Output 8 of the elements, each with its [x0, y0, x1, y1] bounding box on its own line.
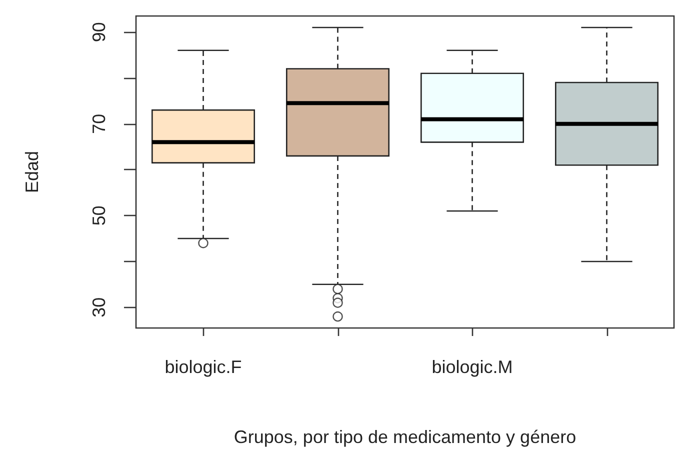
y-tick-label: 30: [89, 297, 109, 318]
x-tick-label: biologic.F: [164, 357, 242, 377]
y-axis-title: Edad: [22, 150, 42, 194]
x-axis-title: Grupos, por tipo de medicamento y género: [234, 427, 576, 447]
y-tick-label: 50: [89, 206, 109, 226]
y-tick-label: 70: [89, 114, 109, 134]
x-tick-label: biologic.M: [432, 357, 513, 377]
y-tick-label: 90: [89, 22, 109, 42]
